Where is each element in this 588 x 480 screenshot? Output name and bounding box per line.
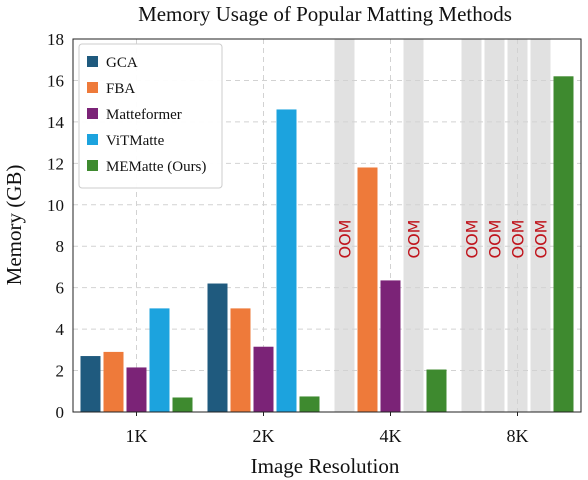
y-tick-label: 18 xyxy=(47,30,64,49)
legend: GCA FBA Matteformer ViTMatte MEMatte (Ours) xyxy=(78,43,223,189)
bar xyxy=(380,280,401,412)
legend-swatch xyxy=(87,56,98,67)
oom-bands xyxy=(334,39,551,412)
y-tick-label: 0 xyxy=(56,403,65,422)
y-tick-label: 2 xyxy=(56,362,65,381)
legend-label: Matteformer xyxy=(106,107,182,123)
bar xyxy=(553,76,574,413)
y-tick-label: 6 xyxy=(56,279,65,298)
y-axis-ticks: 0 2 4 6 8 10 12 14 16 18 xyxy=(47,30,65,422)
y-tick-label: 16 xyxy=(47,71,64,90)
legend-swatch xyxy=(87,82,98,93)
x-tick-label: 2K xyxy=(253,426,275,446)
legend-label: MEMatte (Ours) xyxy=(106,159,206,175)
oom-label: OOM xyxy=(509,220,528,259)
bar xyxy=(207,283,228,412)
plot-frame xyxy=(72,38,582,413)
bar xyxy=(172,397,193,412)
bar xyxy=(299,396,320,412)
bar xyxy=(80,356,101,412)
oom-band xyxy=(334,39,355,412)
oom-label: OOM xyxy=(532,220,551,259)
oom-label: OOM xyxy=(463,220,482,259)
legend-box xyxy=(78,43,223,189)
bar xyxy=(126,367,147,412)
oom-band xyxy=(461,39,482,412)
bar xyxy=(149,308,170,412)
x-tick-label: 4K xyxy=(380,426,402,446)
oom-band xyxy=(507,39,528,412)
oom-band xyxy=(484,39,505,412)
oom-band xyxy=(530,39,551,412)
legend-label: FBA xyxy=(106,81,135,97)
chart-title: Memory Usage of Popular Matting Methods xyxy=(138,2,512,26)
y-tick-label: 12 xyxy=(47,154,64,173)
y-tick-label: 8 xyxy=(56,237,65,256)
bar xyxy=(357,167,378,412)
bars xyxy=(80,76,574,413)
oom-labels: OOM OOM OOM OOM OOM OOM xyxy=(336,220,551,259)
x-tick-label: 8K xyxy=(507,426,529,446)
x-tick-label: 1K xyxy=(126,426,148,446)
legend-label: ViTMatte xyxy=(106,133,165,149)
x-axis-ticks: 1K 2K 4K 8K xyxy=(126,412,529,446)
x-axis-label: Image Resolution xyxy=(251,454,400,478)
y-axis-label: Memory (GB) xyxy=(2,165,26,286)
y-tick-label: 4 xyxy=(56,320,65,339)
oom-label: OOM xyxy=(405,220,424,259)
oom-label: OOM xyxy=(336,220,355,259)
bar xyxy=(253,346,274,412)
oom-label: OOM xyxy=(486,220,505,259)
y-tick-label: 14 xyxy=(47,113,65,132)
legend-swatch xyxy=(87,160,98,171)
legend-swatch xyxy=(87,108,98,119)
oom-band xyxy=(403,39,424,412)
bar xyxy=(276,109,297,412)
legend-label: GCA xyxy=(106,55,138,71)
y-tick-label: 10 xyxy=(47,196,64,215)
bar xyxy=(230,308,251,412)
legend-swatch xyxy=(87,134,98,145)
bar xyxy=(426,369,447,412)
bar xyxy=(103,351,124,412)
